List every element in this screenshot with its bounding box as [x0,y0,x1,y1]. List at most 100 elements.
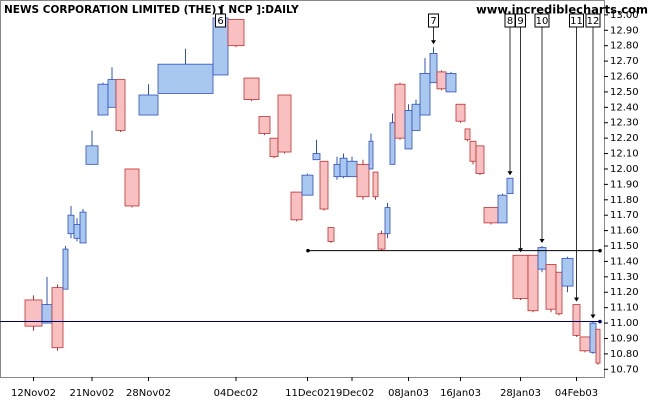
candle-body [333,163,341,178]
candle-body [384,207,391,235]
x-tick-label: 04Dec02 [214,388,259,399]
marker-box [428,13,439,28]
x-tick-label: 21Nov02 [70,388,115,399]
candle-body [138,94,159,116]
candle-body [124,168,140,207]
line-end [598,248,602,253]
line-end [598,319,602,324]
candle-body [512,254,529,299]
chart-title: NEWS CORPORATION LIMITED (THE) [ NCP ]:D… [4,4,299,16]
marker-box [569,13,584,28]
candle-body [589,322,597,353]
y-tick-label: 11.30 [610,272,639,283]
marker-label: 6 [217,16,223,27]
candle-body [319,160,329,210]
candle-body [79,211,87,244]
x-tick-label: 12Nov02 [11,388,56,399]
y-tick-label: 12.00 [610,164,639,175]
y-tick-label: 12.30 [610,118,639,129]
x-tick-label: 28Nov02 [126,388,171,399]
candle-body [572,304,581,336]
x-tick-label: 04Feb03 [555,388,598,399]
marker-arrow [218,6,223,11]
y-tick-label: 11.00 [610,318,639,329]
candle-body [436,71,447,90]
plot-frame [0,0,605,378]
marker-arrow [574,297,579,302]
marker-label: 12 [587,16,600,27]
candle-body [475,145,485,174]
candle-body [339,157,348,178]
y-tick-label: 10.80 [610,349,639,360]
candle-body [107,79,117,108]
marker-arrow [507,171,513,176]
y-tick-label: 11.20 [610,287,639,298]
marker-box [515,13,526,28]
y-tick-label: 11.80 [610,195,639,206]
y-tick-label: 12.60 [610,72,639,83]
line-end [306,248,310,253]
candle-body [464,128,471,141]
x-tick-label: 19Dec02 [330,388,375,399]
marker-arrow [518,248,523,253]
candle-body [346,160,358,178]
candle-body [595,328,601,364]
candle-body [41,304,53,324]
y-tick-label: 11.10 [610,303,639,314]
candle-body [67,214,75,235]
marker-label: 9 [517,16,523,27]
candle-body [243,77,260,101]
y-tick-label: 12.50 [610,87,639,98]
candle-body [483,207,499,224]
x-tick-label: 11Dec02 [285,388,330,399]
watermark: www.incrediblecharts.com [476,3,648,17]
candle-body [301,174,314,196]
candle-body [394,83,406,139]
candle-body [368,140,374,170]
y-tick-label: 12.80 [610,41,639,52]
candle-body [277,94,292,153]
candle-body [97,83,109,116]
marker-label: 8 [507,16,513,27]
marker-arrow [590,314,596,319]
candle-body [445,73,457,93]
y-tick-label: 12.70 [610,56,639,67]
candle-body [51,287,64,349]
candle-body [327,227,335,242]
candle-body [372,171,379,198]
marker-label: 7 [430,16,436,27]
x-tick-label: 08Jan03 [388,388,429,399]
candle-body [411,103,421,131]
candle-body [85,145,99,165]
y-tick-label: 12.40 [610,102,639,113]
y-tick-label: 10.90 [610,333,639,344]
candle-body [312,153,321,161]
y-tick-label: 11.60 [610,226,639,237]
candle-body [356,163,370,198]
candle-body [527,254,539,312]
candle-body [469,140,477,162]
candle-body [24,299,43,327]
candle-body [269,137,279,158]
y-tick-label: 11.50 [610,241,639,252]
y-tick-label: 11.40 [610,256,639,267]
candle-body [561,257,574,287]
candle-body [404,110,413,150]
candle-body [157,63,214,94]
y-tick-label: 12.10 [610,149,639,160]
candle-body [377,233,386,250]
y-tick-label: 11.70 [610,210,639,221]
candle-body [62,248,69,290]
marker-arrow [431,40,436,45]
candle-body [290,191,303,221]
y-tick-label: 11.90 [610,179,639,190]
candle-body [497,194,508,224]
marker-label: 10 [536,16,549,27]
marker-arrow [539,239,545,244]
x-tick-label: 28Jan03 [500,388,541,399]
candle-body [579,336,591,352]
marker-box [215,13,226,28]
candle-body [455,103,466,122]
candle-body [389,122,396,165]
